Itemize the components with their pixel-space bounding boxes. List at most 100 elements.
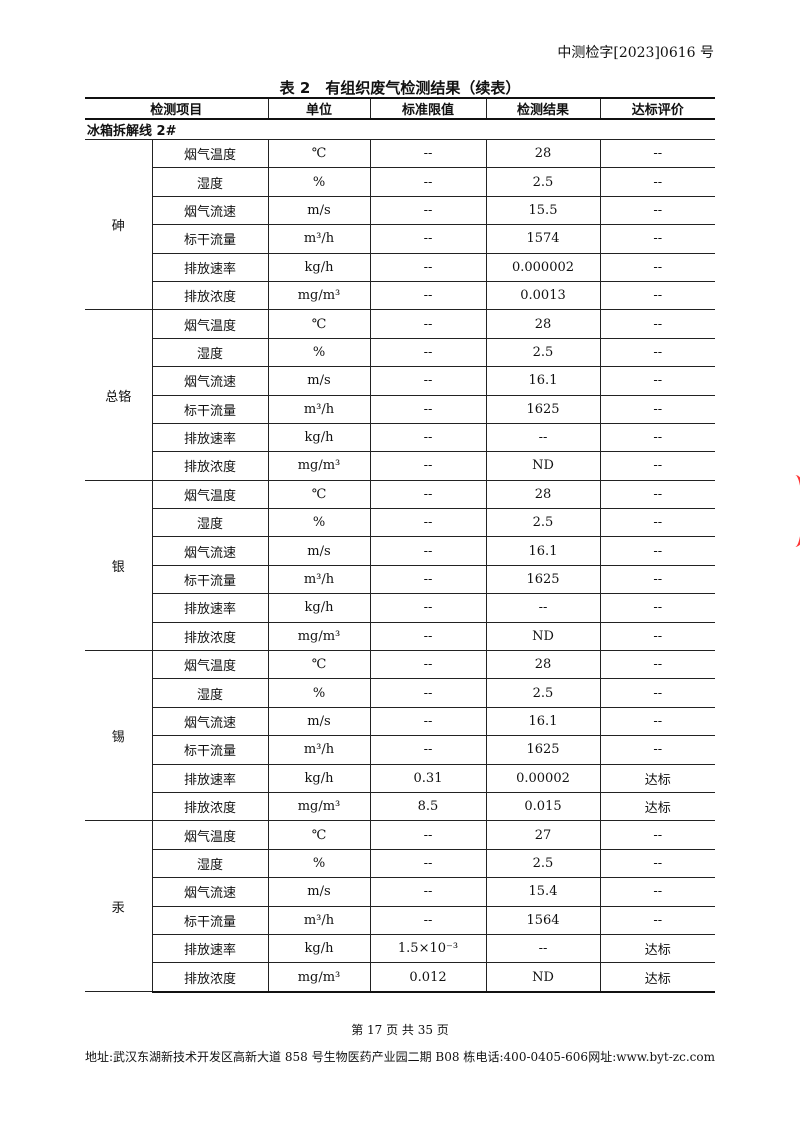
cell-evaluation: -- [599,706,715,737]
table-title: 表 2 有组织废气检测结果（续表） [279,79,521,97]
cell-result: 28 [485,309,601,339]
cell-unit: % [267,508,371,538]
cell-evaluation: -- [599,593,715,623]
cell-evaluation: -- [599,451,715,481]
table-row: 烟气流速 m/s -- 15.5 -- [85,195,715,226]
table-row: 烟气流速 m/s -- 16.1 -- [85,366,715,396]
cell-unit: m³/h [267,224,371,254]
cell-item: 烟气温度 [151,479,269,510]
cell-unit: % [267,167,371,197]
cell-limit: -- [369,877,487,907]
table-row: 烟气流速 m/s -- 16.1 -- [85,706,715,737]
cell-result: 16.1 [485,536,601,566]
cell-evaluation: 达标 [599,962,715,993]
cell-result: 16.1 [485,706,601,737]
table-row: 湿度% -- 2.5 -- [85,337,715,368]
cell-result: 0.015 [485,791,601,822]
cell-evaluation: -- [599,678,715,708]
address: 地址:武汉东湖新技术开发区高新大道 858 号生物医药产业园二期 B08 栋 [85,1050,476,1064]
cell-unit: mg/m³ [267,451,371,481]
cell-evaluation: -- [599,224,715,254]
website: 网址:www.byt-zc.com [588,1050,715,1064]
cell-evaluation: -- [599,337,715,368]
cell-result: 27 [485,820,601,850]
cell-result: ND [485,451,601,481]
cell-evaluation: -- [599,820,715,850]
results-table: 检测项目 单位 标准限值 检测结果 达标评价 冰箱拆解线 2# 砷烟气温度 ℃ --… [85,97,715,993]
cell-result: 16.1 [485,366,601,396]
cell-limit: -- [369,479,487,510]
cell-item: 湿度 [151,678,269,708]
cell-limit: -- [369,905,487,935]
cell-evaluation: -- [599,508,715,538]
cell-evaluation: -- [599,195,715,226]
cell-result: 2.5 [485,508,601,538]
table-row: 汞烟气温度 ℃ -- 27 -- [85,820,715,993]
table-row: 砷烟气温度 ℃ -- 28 -- [85,138,715,311]
cell-limit: 0.31 [369,763,487,793]
group-name: 汞 [85,820,153,993]
cell-item: 烟气温度 [151,138,269,169]
cell-item: 湿度 [151,848,269,879]
cell-item: 湿度 [151,167,269,197]
cell-limit: -- [369,508,487,538]
cell-limit: -- [369,195,487,226]
cell-unit: mg/m³ [267,791,371,822]
table-row: 总铬 烟气温度 ℃ -- 28 -- [85,309,715,481]
table-row: 标干流量 m³/h -- 1625 -- [85,564,715,595]
cell-unit: m/s [267,706,371,737]
cell-item: 烟气温度 [151,650,269,680]
cell-result: 1625 [485,735,601,765]
table-row: 银烟气温度 ℃ -- 28 -- [85,479,715,652]
cell-result: 2.5 [485,167,601,197]
table-row: 标干流量 m³/h -- 1564 -- [85,905,715,935]
cell-item: 排放浓度 [151,280,269,311]
cell-result: 0.000002 [485,252,601,282]
cell-unit: m³/h [267,905,371,935]
cell-unit: mg/m³ [267,962,371,993]
table-row: 排放速率 kg/h -- 0.000002 -- [85,252,715,282]
cell-limit: -- [369,735,487,765]
cell-evaluation: -- [599,366,715,396]
cell-unit: m/s [267,195,371,226]
cell-result: 28 [485,650,601,680]
cell-limit: -- [369,337,487,368]
cell-evaluation: -- [599,877,715,907]
col-result: 检测结果 [485,97,601,120]
cell-unit: ℃ [267,820,371,850]
cell-limit: -- [369,564,487,595]
cell-limit: -- [369,138,487,169]
col-unit: 单位 [267,97,371,120]
cell-result: ND [485,621,601,652]
cell-evaluation: -- [599,167,715,197]
cell-evaluation: -- [599,621,715,652]
cell-unit: kg/h [267,593,371,623]
cell-evaluation: -- [599,735,715,765]
cell-evaluation: -- [599,138,715,169]
col-evaluation: 达标评价 [599,97,715,120]
cell-unit: ℃ [267,479,371,510]
cell-result: 1625 [485,394,601,424]
page-number: 第 17 页 共 35 页 [351,1023,449,1037]
cell-evaluation: -- [599,650,715,680]
cell-limit: -- [369,309,487,339]
col-item: 检测项目 [85,97,269,120]
cell-limit: -- [369,536,487,566]
cell-limit: 1.5×10⁻³ [369,933,487,964]
cell-result: 2.5 [485,337,601,368]
cell-item: 标干流量 [151,224,269,254]
cell-limit: -- [369,422,487,453]
cell-result: 0.0013 [485,280,601,311]
cell-item: 湿度 [151,337,269,368]
header-row: 检测项目 单位 标准限值 检测结果 达标评价 [85,97,715,120]
cell-limit: -- [369,394,487,424]
cell-item: 标干流量 [151,905,269,935]
cell-item: 排放浓度 [151,791,269,822]
cell-item: 排放速率 [151,252,269,282]
cell-limit: -- [369,167,487,197]
cell-result: 28 [485,138,601,169]
cell-limit: 0.012 [369,962,487,993]
cell-limit: -- [369,224,487,254]
cell-unit: ℃ [267,650,371,680]
cell-evaluation: -- [599,536,715,566]
